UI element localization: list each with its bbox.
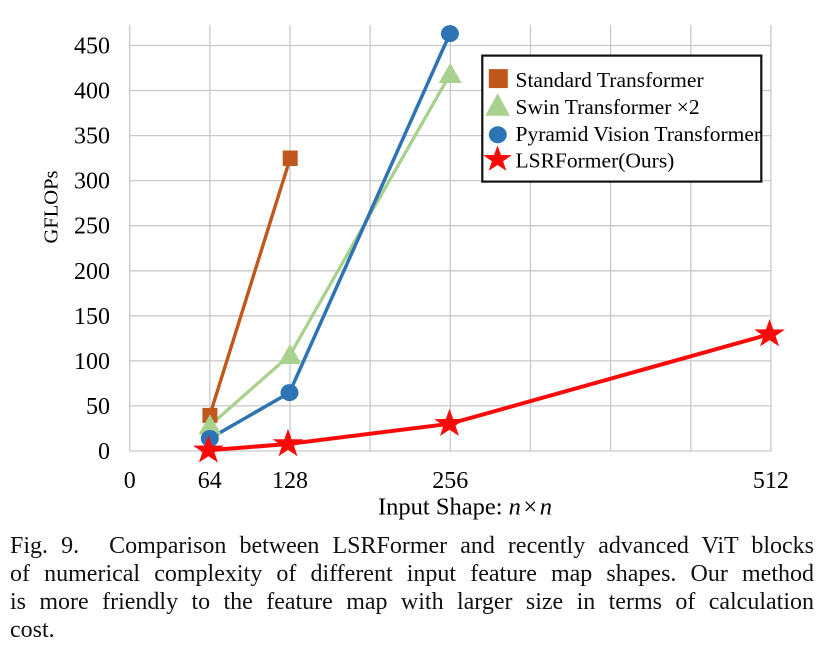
svg-text:Input Shape: n×n: Input Shape: n × n: [378, 494, 552, 521]
svg-text:0: 0: [98, 439, 110, 465]
svg-text:Pyramid Vision Transformer: Pyramid Vision Transformer: [516, 122, 762, 146]
svg-text:300: 300: [74, 169, 110, 195]
svg-text:Standard Transformer: Standard Transformer: [516, 68, 704, 92]
svg-text:Swin Transformer ×2: Swin Transformer ×2: [516, 95, 700, 119]
svg-text:LSRFormer(Ours): LSRFormer(Ours): [516, 149, 675, 173]
svg-text:256: 256: [432, 468, 468, 494]
svg-text:512: 512: [753, 468, 789, 494]
svg-text:200: 200: [74, 259, 110, 285]
svg-text:64: 64: [198, 468, 222, 494]
svg-text:450: 450: [74, 34, 110, 60]
svg-text:150: 150: [74, 304, 110, 330]
svg-text:GFLOPs: GFLOPs: [41, 171, 63, 244]
svg-text:350: 350: [74, 124, 110, 150]
svg-text:100: 100: [74, 349, 110, 375]
svg-text:50: 50: [86, 394, 110, 420]
svg-text:0: 0: [124, 468, 136, 494]
svg-text:250: 250: [74, 214, 110, 240]
svg-text:400: 400: [74, 79, 110, 105]
svg-text:128: 128: [272, 468, 308, 494]
